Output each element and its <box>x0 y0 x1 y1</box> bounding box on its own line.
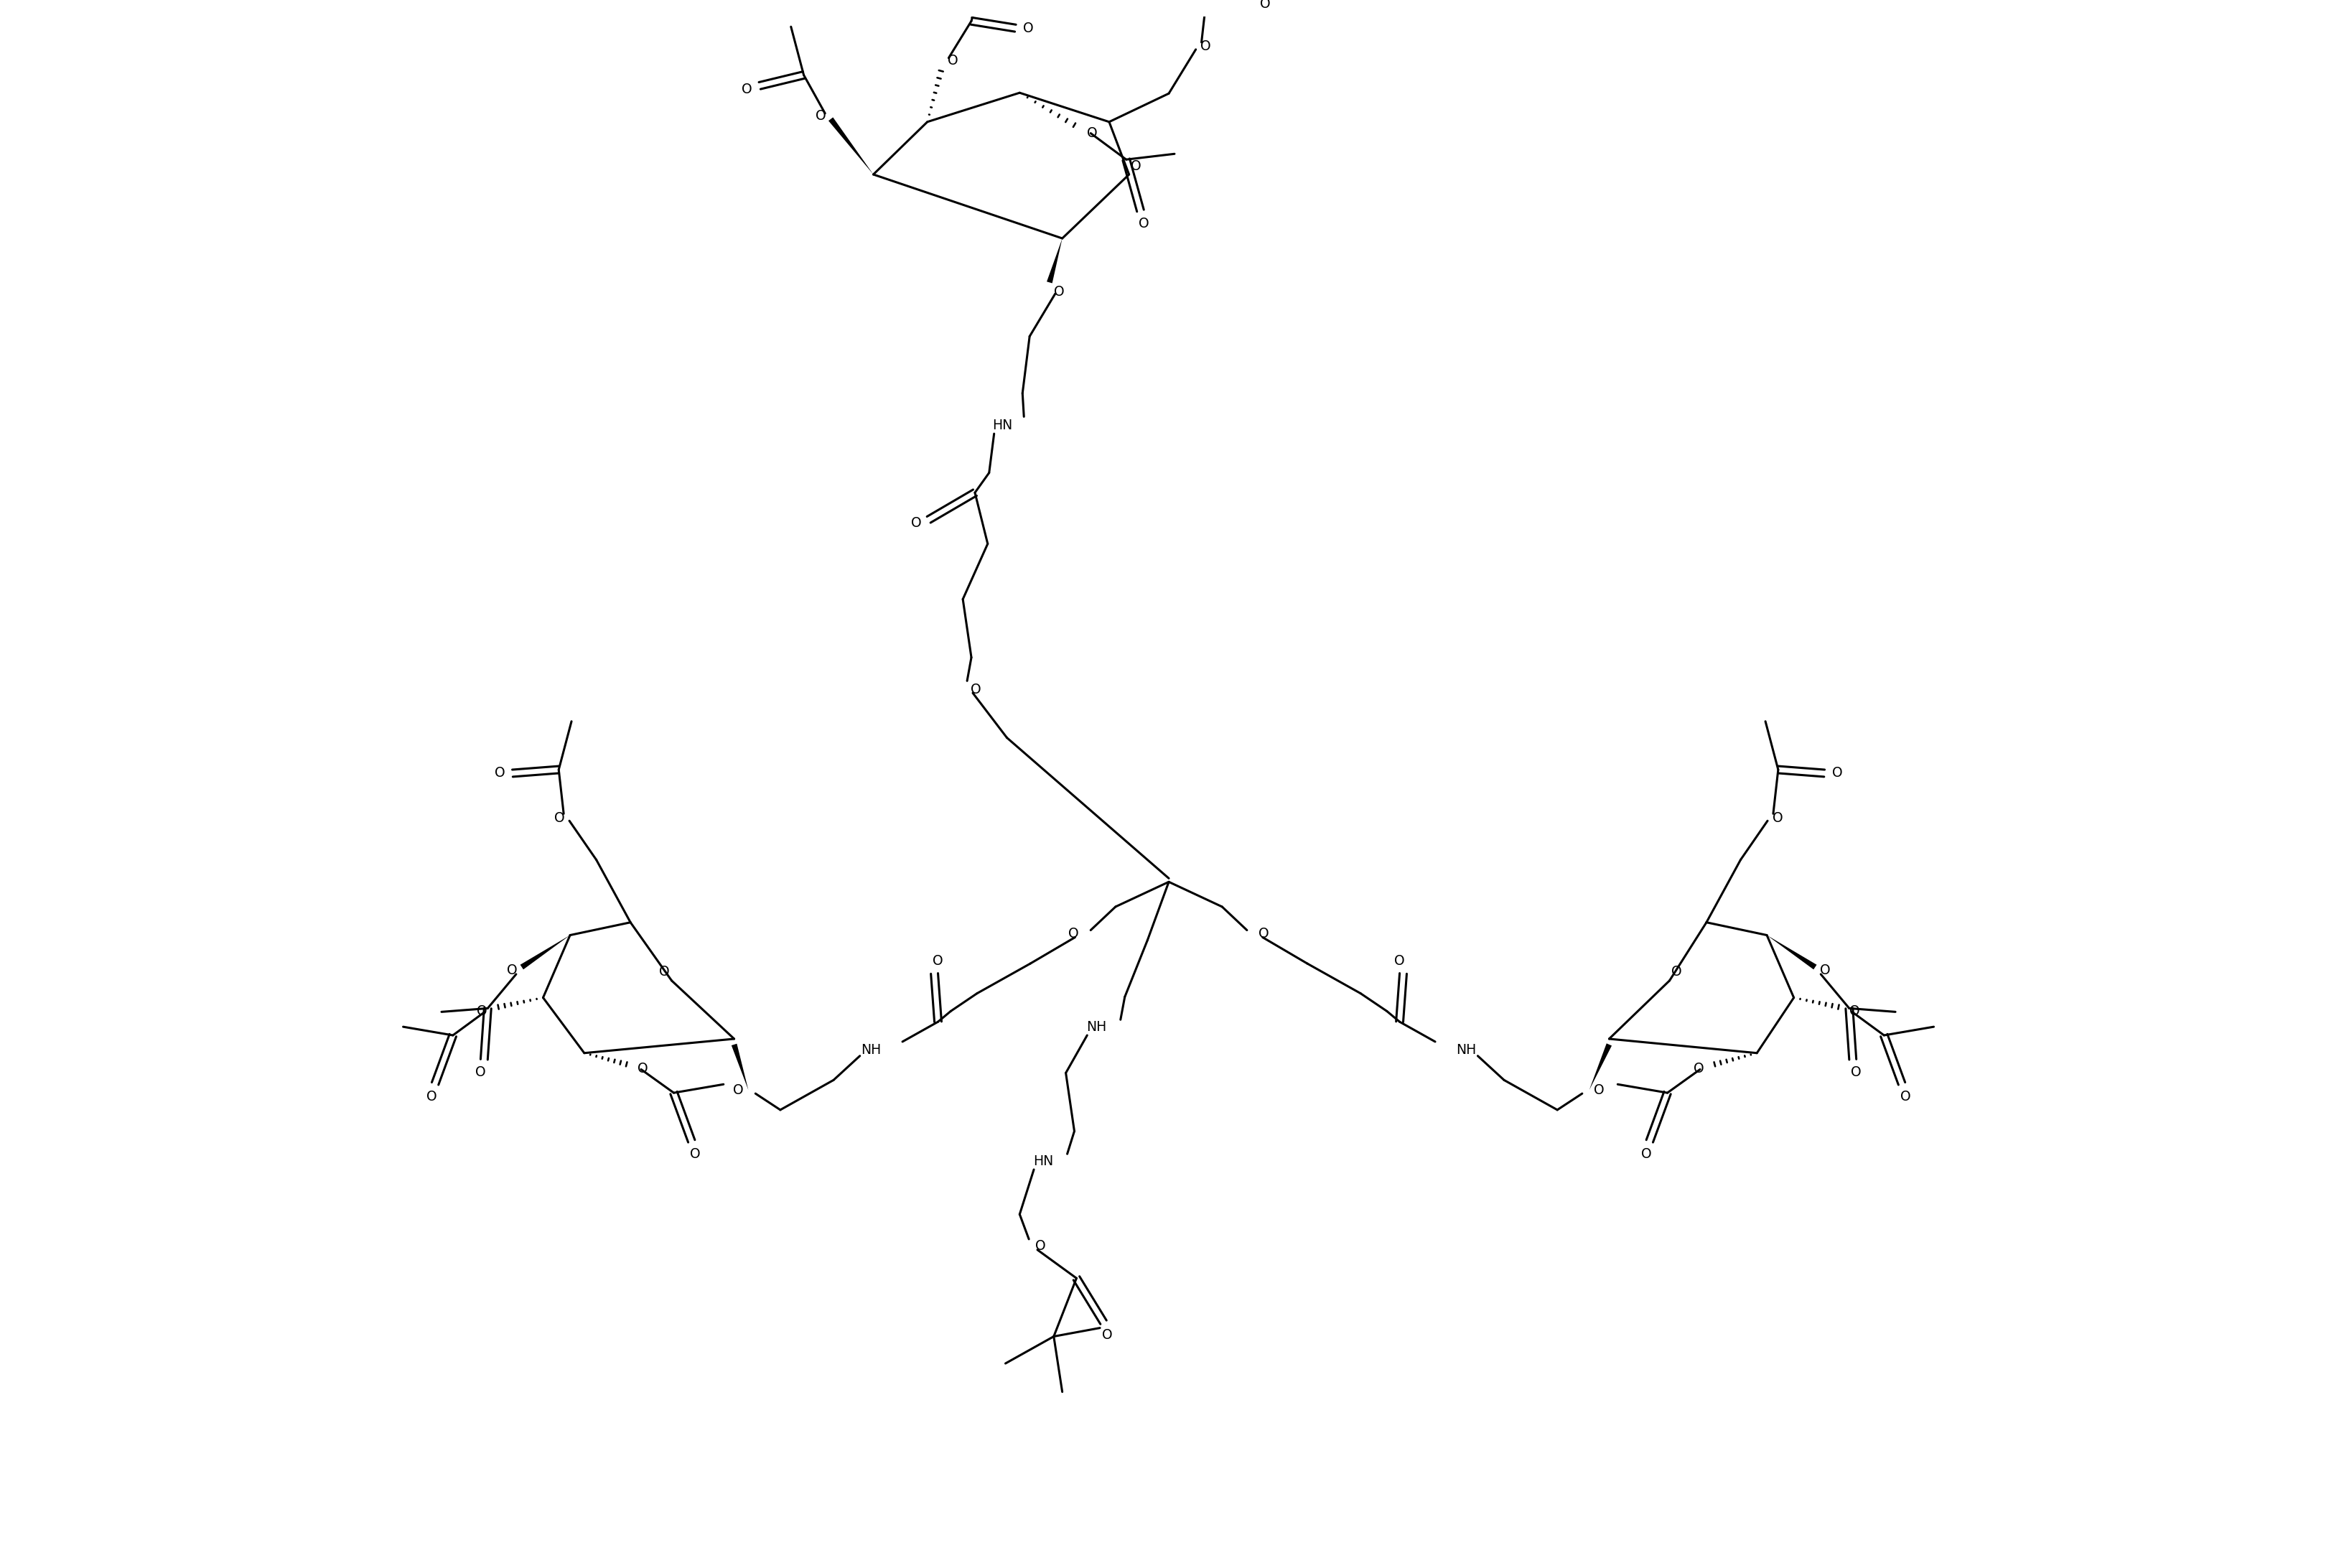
Polygon shape <box>520 935 570 969</box>
Text: O: O <box>1772 811 1781 825</box>
Text: O: O <box>476 1005 488 1018</box>
Text: O: O <box>553 811 565 825</box>
Text: O: O <box>506 963 518 977</box>
Text: O: O <box>689 1148 701 1160</box>
Text: O: O <box>659 966 670 978</box>
Text: O: O <box>1594 1083 1603 1096</box>
Text: O: O <box>495 767 504 779</box>
Text: NH: NH <box>1085 1019 1106 1033</box>
Text: O: O <box>1849 1005 1859 1018</box>
Text: O: O <box>638 1062 647 1076</box>
Text: O: O <box>476 1065 485 1079</box>
Text: O: O <box>1641 1148 1650 1160</box>
Text: O: O <box>1831 767 1842 779</box>
Polygon shape <box>731 1044 748 1090</box>
Text: O: O <box>1395 953 1404 967</box>
Text: O: O <box>909 516 921 530</box>
Polygon shape <box>1767 935 1817 969</box>
Text: O: O <box>1034 1239 1045 1253</box>
Text: O: O <box>1819 963 1831 977</box>
Text: O: O <box>1055 285 1064 298</box>
Text: O: O <box>1899 1090 1910 1104</box>
Text: O: O <box>1692 1062 1704 1076</box>
Text: O: O <box>734 1083 743 1096</box>
Text: O: O <box>933 953 942 967</box>
Text: HN: HN <box>992 419 1013 433</box>
Text: O: O <box>1130 158 1142 172</box>
Text: NH: NH <box>1456 1043 1477 1057</box>
Text: O: O <box>427 1090 436 1104</box>
Text: O: O <box>816 110 825 122</box>
Text: O: O <box>1088 127 1097 140</box>
Polygon shape <box>827 118 872 174</box>
Text: O: O <box>1259 0 1270 11</box>
Text: O: O <box>1069 927 1078 941</box>
Polygon shape <box>1045 238 1062 284</box>
Text: O: O <box>1671 966 1681 978</box>
Text: O: O <box>741 83 752 96</box>
Text: O: O <box>970 682 980 696</box>
Text: O: O <box>947 53 959 67</box>
Text: O: O <box>1200 39 1210 53</box>
Text: O: O <box>1102 1328 1111 1342</box>
Polygon shape <box>1589 1043 1610 1090</box>
Text: O: O <box>1849 1065 1861 1079</box>
Text: O: O <box>1259 927 1268 941</box>
Text: NH: NH <box>860 1043 881 1057</box>
Text: O: O <box>1022 22 1034 34</box>
Text: HN: HN <box>1034 1154 1052 1168</box>
Text: O: O <box>1139 216 1149 230</box>
